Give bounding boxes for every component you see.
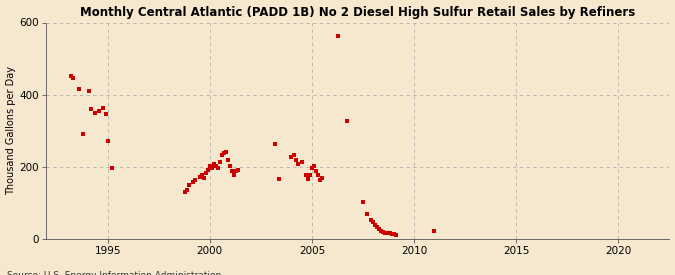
Point (98, 106, 109, 111)
Point (308, 164, 319, 168)
Point (382, 231, 393, 235)
Point (227, 169, 238, 173)
Point (106, 166, 117, 170)
Point (180, 190, 190, 194)
Point (78, 132, 88, 136)
Point (374, 227, 385, 231)
Point (102, 139, 113, 144)
Point (184, 183, 194, 188)
Text: Source: U.S. Energy Information Administration: Source: U.S. Energy Information Administ… (7, 271, 221, 275)
Point (366, 218, 377, 222)
Point (94, 109, 105, 113)
Point (342, 118, 352, 123)
Point (313, 173, 323, 177)
Point (376, 229, 387, 233)
Point (231, 169, 242, 174)
Point (380, 230, 391, 235)
Point (68, 75, 78, 80)
Point (74, 87, 84, 91)
Point (182, 188, 192, 192)
Point (194, 175, 205, 179)
Point (296, 160, 307, 164)
Point (211, 164, 221, 168)
Point (198, 176, 209, 180)
Point (304, 172, 315, 177)
Point (270, 142, 281, 147)
Title: Monthly Central Atlantic (PADD 1B) No 2 Diesel High Sulfur Retail Sales by Refin: Monthly Central Atlantic (PADD 1B) No 2 … (80, 6, 635, 18)
Point (358, 200, 369, 204)
Point (202, 167, 213, 172)
Point (221, 149, 232, 154)
Point (188, 180, 199, 184)
Point (429, 229, 440, 233)
Point (196, 172, 207, 177)
Point (219, 151, 230, 155)
Point (205, 164, 215, 168)
Point (290, 158, 301, 162)
Point (386, 232, 397, 236)
Point (302, 176, 313, 181)
Point (223, 158, 234, 162)
Point (315, 178, 325, 183)
Point (100, 112, 111, 117)
Point (292, 162, 303, 166)
Point (233, 167, 244, 172)
Point (207, 166, 217, 170)
Point (286, 154, 297, 159)
Point (90, 110, 101, 115)
Point (388, 232, 399, 236)
Point (370, 223, 381, 228)
Point (86, 107, 97, 111)
Point (333, 34, 344, 39)
Point (84, 89, 95, 93)
Point (190, 178, 201, 182)
Point (300, 172, 311, 177)
Point (317, 176, 327, 180)
Point (229, 173, 240, 177)
Point (215, 160, 225, 164)
Point (384, 231, 395, 236)
Point (200, 170, 211, 175)
Point (225, 164, 236, 168)
Point (368, 220, 379, 224)
Point (274, 176, 285, 181)
Point (306, 166, 317, 170)
Point (372, 225, 383, 229)
Point (213, 166, 223, 170)
Point (209, 162, 219, 166)
Point (362, 212, 373, 216)
Point (217, 153, 227, 157)
Point (310, 169, 321, 173)
Point (288, 153, 299, 157)
Point (65, 74, 76, 78)
Point (378, 229, 389, 234)
Y-axis label: Thousand Gallons per Day: Thousand Gallons per Day (5, 66, 16, 195)
Point (390, 233, 401, 237)
